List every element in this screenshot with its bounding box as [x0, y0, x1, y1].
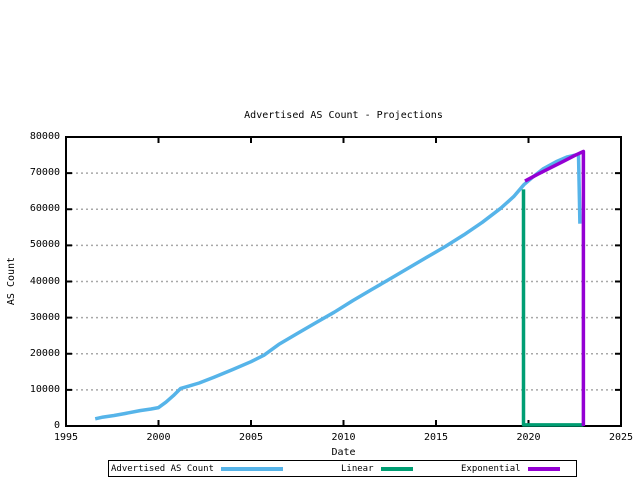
legend-line-swatch	[527, 466, 560, 471]
y-tick-label: 10000	[29, 383, 60, 395]
legend-line-swatch	[380, 466, 413, 471]
legend-entry-advertised-as-count: Advertised AS Count	[111, 461, 283, 476]
series-line-linear	[521, 189, 584, 427]
y-tick-label: 60000	[29, 203, 60, 215]
chart-title: Advertised AS Count - Projections	[244, 110, 443, 121]
legend-entry-linear: Linear	[341, 461, 413, 476]
legend-label: Advertised AS Count	[111, 463, 214, 474]
x-axis-title: Date	[331, 447, 356, 458]
y-tick-label: 50000	[29, 239, 60, 251]
x-tick-label: 2000	[146, 432, 171, 443]
y-tick-label: 40000	[29, 275, 60, 287]
series-line-advertised-as-count	[94, 152, 582, 421]
legend-label: Linear	[341, 463, 374, 474]
y-tick-label: 0	[53, 420, 60, 431]
x-tick-label: 2010	[331, 432, 356, 443]
x-tick-label: 2025	[608, 432, 634, 443]
legend-line-swatch	[220, 466, 283, 471]
legend-entry-exponential: Exponential	[461, 461, 560, 476]
legend-box: Advertised AS Count Linear Exponential	[108, 460, 577, 477]
x-tick-label: 2020	[516, 432, 541, 443]
x-tick-label: 2005	[238, 432, 264, 443]
y-tick-label: 20000	[29, 347, 60, 359]
x-tick-label: 2015	[423, 432, 449, 443]
series-line-exponential	[524, 149, 586, 426]
legend-label: Exponential	[461, 463, 521, 474]
y-tick-label: 30000	[29, 311, 60, 323]
x-tick-label: 1995	[53, 432, 79, 443]
y-tick-label: 70000	[29, 167, 60, 179]
y-tick-label: 80000	[29, 131, 60, 142]
